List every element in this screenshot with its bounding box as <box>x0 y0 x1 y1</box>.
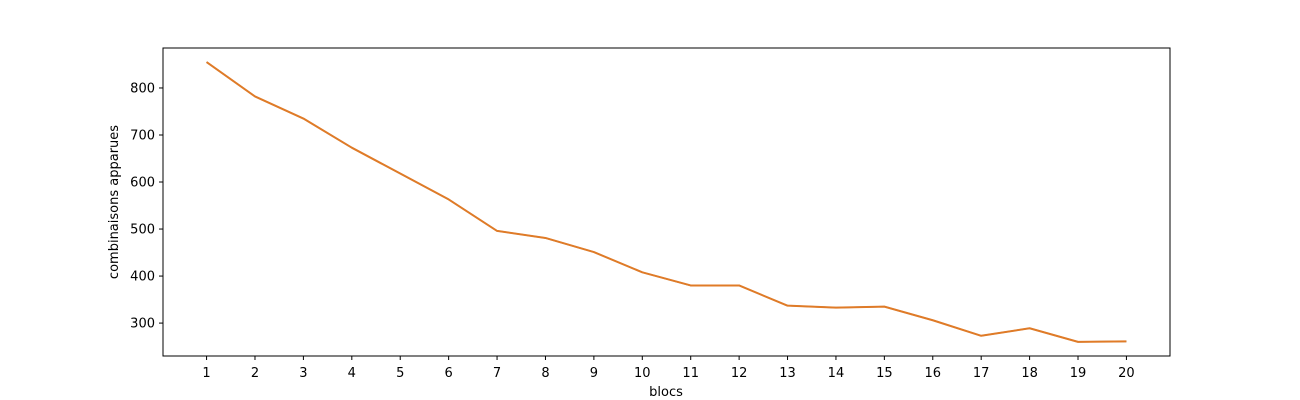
y-axis-ticks: 300 400 500 600 700 800 <box>130 81 163 332</box>
x-axis-ticks: 1 2 3 4 5 6 7 8 9 10 11 12 13 14 15 16 17 18 19 20 <box>202 356 1135 381</box>
y-tick-label: 400 <box>130 270 155 285</box>
x-tick-label: 2 <box>251 366 259 381</box>
x-tick-label: 1 <box>202 366 210 381</box>
plot-frame <box>162 47 1171 357</box>
x-tick-label: 9 <box>590 366 598 381</box>
series-line-2 <box>206 61 1127 343</box>
x-tick-label: 10 <box>634 366 651 381</box>
x-tick-label: 20 <box>1118 366 1135 381</box>
x-tick-label: 7 <box>493 366 501 381</box>
x-tick-label: 11 <box>682 366 699 381</box>
y-tick-label: 600 <box>130 176 155 191</box>
x-tick-label: 15 <box>876 366 893 381</box>
y-tick-label: 800 <box>130 81 155 96</box>
x-tick-label: 8 <box>541 366 549 381</box>
x-tick-label: 3 <box>299 366 307 381</box>
x-tick-label: 19 <box>1070 366 1087 381</box>
x-tick-label: 12 <box>731 366 748 381</box>
x-tick-label: 16 <box>925 366 942 381</box>
series-layer <box>205 61 1127 343</box>
y-tick-label: 300 <box>130 317 155 332</box>
x-axis-label: blocs <box>649 385 683 400</box>
y-axis-label: combinaisons apparues <box>107 125 122 279</box>
y-tick-label: 700 <box>130 128 155 143</box>
y-tick-label: 500 <box>130 223 155 238</box>
x-tick-label: 4 <box>348 366 356 381</box>
x-tick-label: 17 <box>973 366 990 381</box>
x-tick-label: 13 <box>779 366 796 381</box>
x-tick-label: 5 <box>396 366 404 381</box>
x-tick-label: 6 <box>444 366 452 381</box>
x-tick-label: 14 <box>828 366 845 381</box>
series-line-1 <box>205 61 1127 343</box>
x-tick-label: 18 <box>1021 366 1038 381</box>
